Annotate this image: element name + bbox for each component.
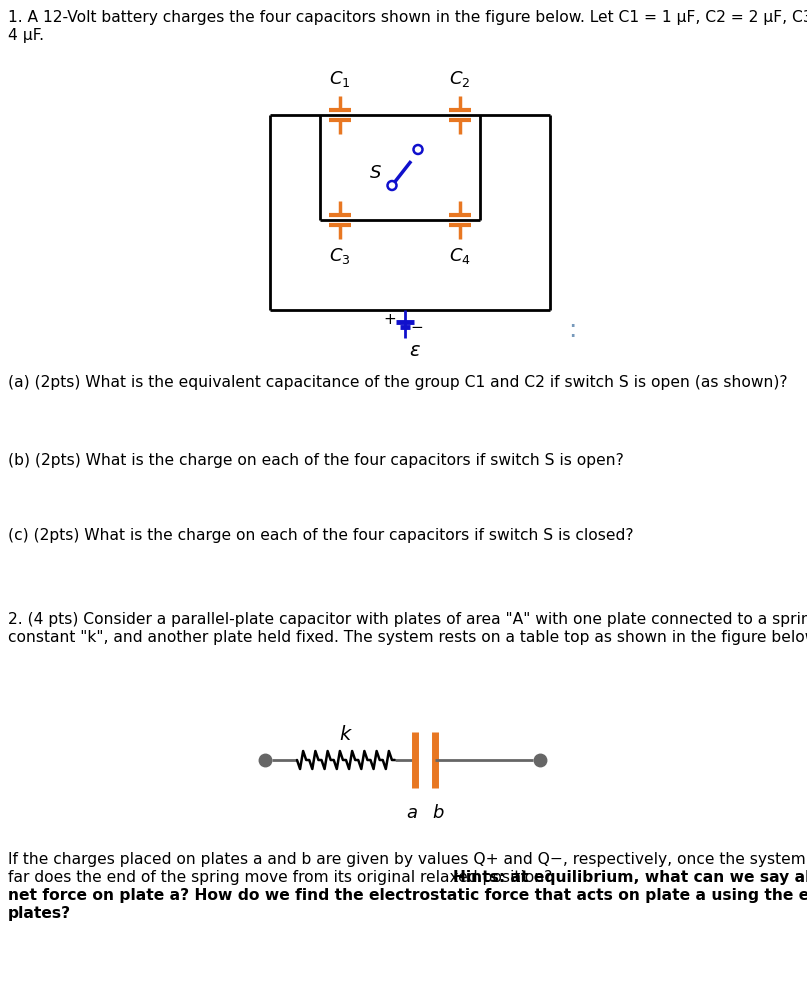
Text: $S$: $S$ <box>369 164 382 182</box>
Text: constant "k", and another plate held fixed. The system rests on a table top as s: constant "k", and another plate held fix… <box>8 630 807 645</box>
Text: far does the end of the spring move from its original relaxed position?: far does the end of the spring move from… <box>8 870 558 885</box>
Text: net force on plate a? How do we find the electrostatic force that acts on plate : net force on plate a? How do we find the… <box>8 888 807 903</box>
Text: $a$: $a$ <box>406 804 418 822</box>
Text: +: + <box>383 313 396 328</box>
Text: $b$: $b$ <box>432 804 445 822</box>
Text: If the charges placed on plates a and b are given by values Q+ and Q−, respectiv: If the charges placed on plates a and b … <box>8 852 807 867</box>
Text: $k$: $k$ <box>339 724 353 743</box>
Text: (a) (2pts) What is the equivalent capacitance of the group C1 and C2 if switch S: (a) (2pts) What is the equivalent capaci… <box>8 375 788 390</box>
Text: −: − <box>411 320 424 335</box>
Text: $C_2$: $C_2$ <box>449 69 470 89</box>
Circle shape <box>413 145 423 154</box>
Text: 1. A 12-Volt battery charges the four capacitors shown in the figure below. Let : 1. A 12-Volt battery charges the four ca… <box>8 10 807 25</box>
Text: :: : <box>568 318 576 342</box>
Text: $C_3$: $C_3$ <box>329 246 351 266</box>
Text: plates?: plates? <box>8 906 71 921</box>
Text: (b) (2pts) What is the charge on each of the four capacitors if switch S is open: (b) (2pts) What is the charge on each of… <box>8 453 624 468</box>
Text: $C_4$: $C_4$ <box>449 246 471 266</box>
Text: 2. (4 pts) Consider a parallel-plate capacitor with plates of area "A" with one : 2. (4 pts) Consider a parallel-plate cap… <box>8 612 807 627</box>
Text: Hints: at equilibrium, what can we say about the: Hints: at equilibrium, what can we say a… <box>453 870 807 885</box>
Circle shape <box>387 181 396 190</box>
Text: $C_1$: $C_1$ <box>329 69 351 89</box>
Text: $\varepsilon$: $\varepsilon$ <box>409 341 421 360</box>
Text: 4 μF.: 4 μF. <box>8 28 44 43</box>
Text: (c) (2pts) What is the charge on each of the four capacitors if switch S is clos: (c) (2pts) What is the charge on each of… <box>8 528 633 543</box>
